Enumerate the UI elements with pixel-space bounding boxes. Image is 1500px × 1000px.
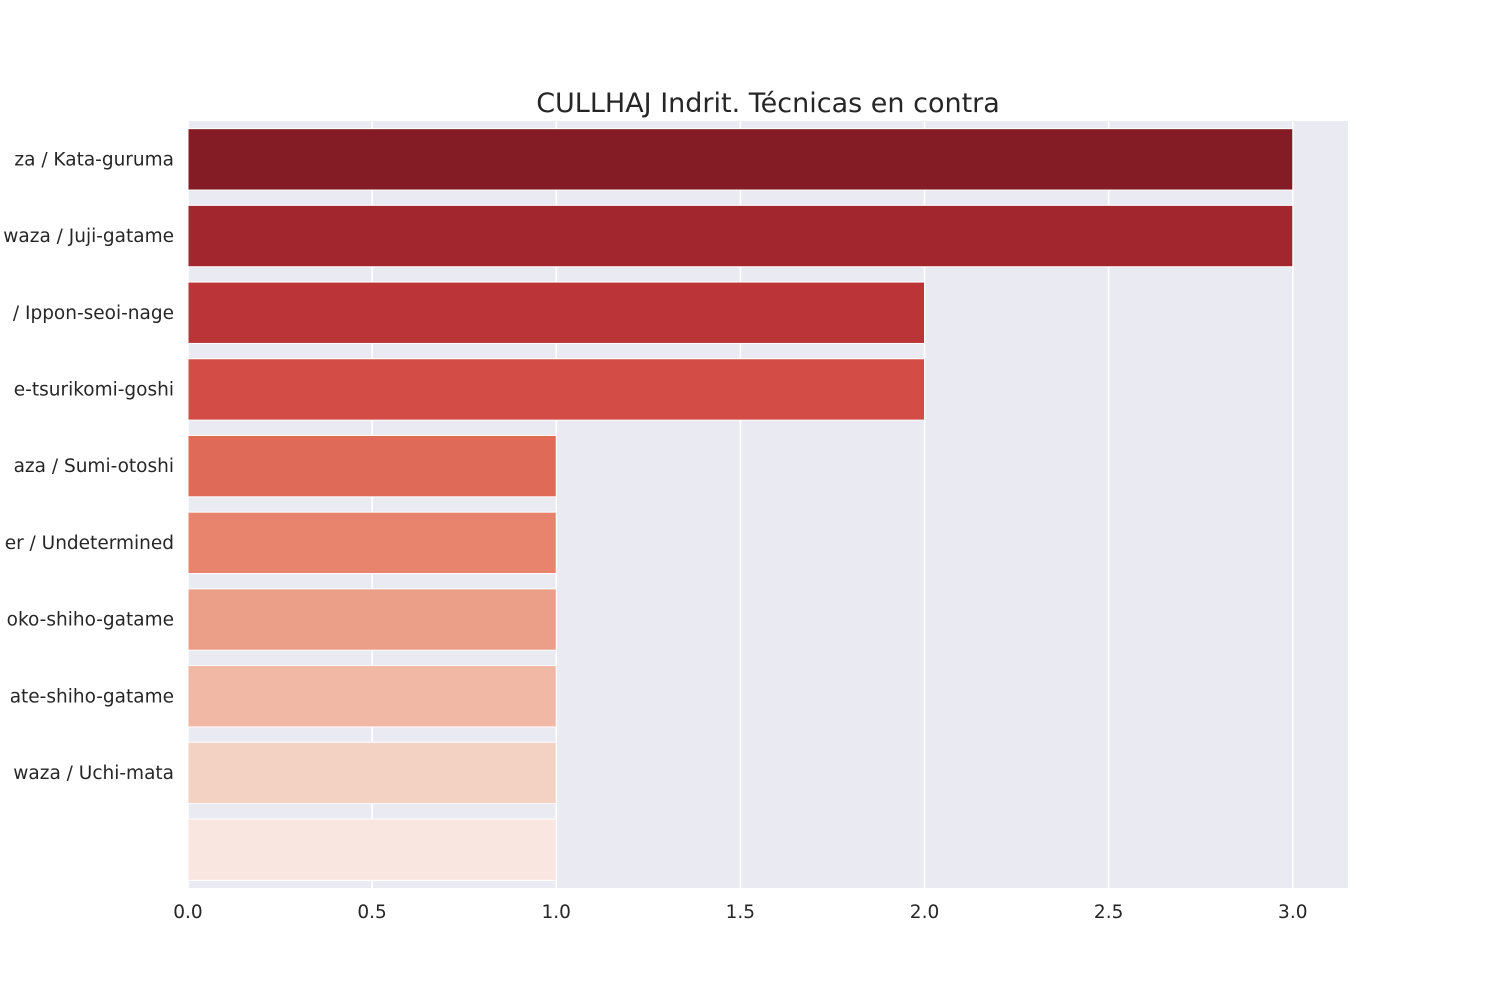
y-tick-label: aza / Sumi-otoshi [14, 456, 174, 477]
y-tick-label: ate-shiho-gatame [10, 686, 174, 707]
bar [187, 128, 1294, 191]
y-tick-label: oko-shiho-gatame [7, 610, 174, 631]
bar [187, 434, 557, 498]
bar [187, 741, 557, 805]
chart-title: CULLHAJ Indrit. Técnicas en contra [536, 88, 1000, 119]
y-tick-label: e-tsurikomi-goshi [14, 379, 174, 400]
y-tick-label: waza / Uchi-mata [13, 763, 174, 784]
bar [187, 358, 926, 421]
x-tick-label: 2.0 [910, 902, 939, 923]
bar [187, 281, 926, 344]
x-tick-label: 3.0 [1278, 902, 1307, 923]
y-tick-label: waza / Juji-gatame [3, 226, 174, 247]
bar [187, 588, 557, 651]
x-tick-label: 2.5 [1094, 902, 1123, 923]
x-tick-label: 1.0 [542, 902, 571, 923]
bar [187, 665, 557, 728]
x-tick-labels: 0.0 0.5 1.0 1.5 2.0 2.5 3.0 [173, 902, 1307, 923]
y-tick-label: / Ippon-seoi-nage [13, 303, 174, 324]
y-tick-label: za / Kata-guruma [14, 149, 174, 170]
bars [187, 128, 1294, 881]
bar [187, 511, 557, 575]
x-tick-label: 0.5 [357, 902, 386, 923]
x-tick-label: 1.5 [726, 902, 755, 923]
x-tick-label: 0.0 [173, 902, 202, 923]
y-tick-label: er / Undetermined [5, 533, 174, 554]
bar [187, 818, 557, 881]
bar [187, 204, 1294, 268]
y-tick-labels: za / Kata-guruma waza / Juji-gatame / Ippo… [3, 149, 174, 784]
